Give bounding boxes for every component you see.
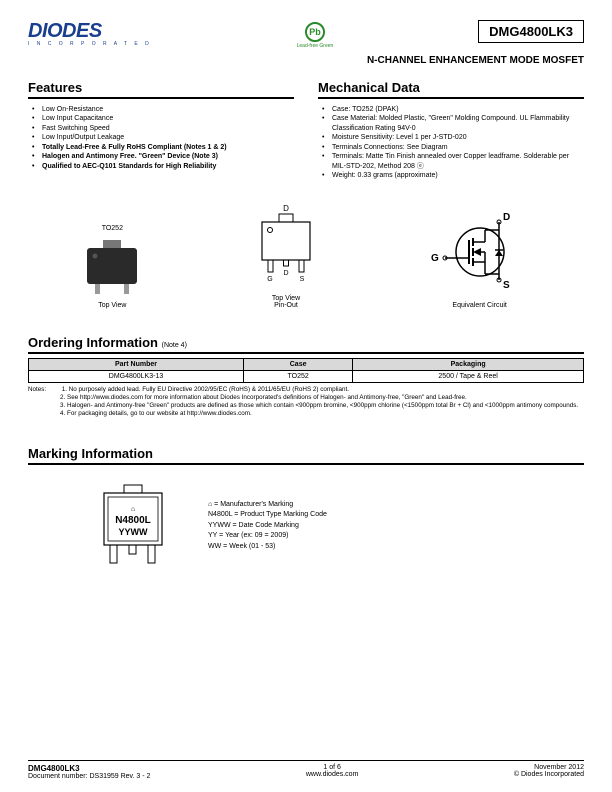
- list-item: Low Input/Output Leakage: [30, 133, 294, 142]
- svg-text:D: D: [283, 270, 288, 277]
- pin-d-label: D: [283, 204, 289, 213]
- list-item: Case Material: Molded Plastic, "Green" M…: [320, 114, 584, 133]
- svg-text:S: S: [300, 276, 305, 283]
- marking-chip-icon: ⌂ N4800L YYWW: [88, 481, 178, 571]
- legend-line: YY = Year (ex: 09 = 2009): [208, 531, 327, 542]
- footer-doc: Document number: DS31959 Rev. 3 - 2: [28, 773, 150, 780]
- package-icon: [77, 238, 147, 296]
- note-line: 4. For packaging details, go to our webs…: [28, 410, 584, 418]
- page-subtitle: N-CHANNEL ENHANCEMENT MODE MOSFET: [28, 55, 584, 66]
- logo-subtext: I N C O R P O R A T E D: [28, 41, 152, 47]
- svg-text:⌂: ⌂: [131, 506, 135, 513]
- footer-site: www.diodes.com: [306, 771, 359, 778]
- pb-icon: Pb: [305, 22, 325, 42]
- circuit-label: Equivalent Circuit: [452, 302, 506, 309]
- package-label-top: TO252: [102, 225, 123, 232]
- table-row: DMG4800LK3-13 TO252 2500 / Tape & Reel: [29, 370, 584, 382]
- note-line: 2. See http://www.diodes.com for more in…: [28, 394, 584, 402]
- col-part: Part Number: [29, 358, 244, 370]
- list-item: Halogen and Antimony Free. "Green" Devic…: [30, 152, 294, 161]
- features-section: Features Low On-ResistanceLow Input Capa…: [28, 80, 294, 181]
- cell-case: TO252: [244, 370, 353, 382]
- col-pack: Packaging: [353, 358, 584, 370]
- footer-part: DMG4800LK3: [28, 764, 150, 773]
- part-number-box: DMG4800LK3: [478, 20, 584, 43]
- list-item: Totally Lead-Free & Fully RoHS Compliant…: [30, 143, 294, 152]
- pb-label: Lead-free Green: [297, 43, 334, 49]
- ordering-table: Part Number Case Packaging DMG4800LK3-13…: [28, 358, 584, 383]
- note-line: 1. No purposely added lead. Fully EU Dir…: [62, 386, 349, 393]
- list-item: Fast Switching Speed: [30, 124, 294, 133]
- legend-line: ⌂ = Manufacturer's Marking: [208, 500, 327, 511]
- mechanical-list: Case: TO252 (DPAK)Case Material: Molded …: [318, 105, 584, 181]
- marking-title: Marking Information: [28, 446, 584, 465]
- list-item: Low On-Resistance: [30, 105, 294, 114]
- list-item: Weight: 0.33 grams (approximate): [320, 171, 584, 180]
- cell-part: DMG4800LK3-13: [29, 370, 244, 382]
- pinout-icon: D G D S: [246, 203, 326, 289]
- col-case: Case: [244, 358, 353, 370]
- list-item: Case: TO252 (DPAK): [320, 105, 584, 114]
- list-item: Terminals Connections: See Diagram: [320, 143, 584, 152]
- svg-text:G: G: [267, 276, 272, 283]
- marking-legend: ⌂ = Manufacturer's MarkingN4800L = Produ…: [208, 500, 327, 553]
- notes-label: Notes:: [28, 386, 60, 394]
- ordering-title-text: Ordering Information: [28, 335, 158, 350]
- diagrams-row: TO252 Top View D G D S Top View Pin-Out: [28, 203, 584, 309]
- svg-text:YYWW: YYWW: [119, 527, 149, 537]
- pinout-label: Top View Pin-Out: [272, 295, 300, 309]
- pinout-diagram: D G D S Top View Pin-Out: [246, 203, 326, 309]
- features-title: Features: [28, 80, 294, 99]
- ordering-title: Ordering Information (Note 4): [28, 335, 584, 354]
- footer-page: 1 of 6: [306, 764, 359, 771]
- features-list: Low On-ResistanceLow Input CapacitanceFa…: [28, 105, 294, 171]
- mechanical-title: Mechanical Data: [318, 80, 584, 99]
- leadfree-badge: Pb Lead-free Green: [297, 22, 334, 49]
- circuit-icon: D G S: [425, 210, 535, 296]
- svg-text:D: D: [503, 212, 510, 223]
- note-line: 3. Halogen- and Antimony-free "Green" pr…: [28, 402, 584, 410]
- legend-line: WW = Week (01 - 53): [208, 542, 327, 553]
- svg-text:N4800L: N4800L: [115, 515, 151, 526]
- list-item: Qualified to AEC-Q101 Standards for High…: [30, 162, 294, 171]
- list-item: Terminals: Matte Tin Finish annealed ove…: [320, 152, 584, 171]
- logo-text: DIODES: [28, 20, 152, 43]
- ordering-note-inline: (Note 4): [162, 342, 187, 349]
- svg-text:G: G: [431, 253, 439, 264]
- footer-copyright: © Diodes Incorporated: [514, 771, 584, 778]
- footer-date: November 2012: [514, 764, 584, 771]
- mechanical-section: Mechanical Data Case: TO252 (DPAK)Case M…: [318, 80, 584, 181]
- marking-section: Marking Information ⌂ N4800L YYWW ⌂ = Ma…: [28, 446, 584, 571]
- list-item: Low Input Capacitance: [30, 114, 294, 123]
- legend-line: YYWW = Date Code Marking: [208, 521, 327, 532]
- list-item: Moisture Sensitivity: Level 1 per J-STD-…: [320, 133, 584, 142]
- cell-pack: 2500 / Tape & Reel: [353, 370, 584, 382]
- package-diagram: TO252 Top View: [77, 225, 147, 309]
- ordering-section: Ordering Information (Note 4) Part Numbe…: [28, 335, 584, 419]
- svg-text:S: S: [503, 280, 510, 291]
- legend-line: N4800L = Product Type Marking Code: [208, 510, 327, 521]
- company-logo: DIODES I N C O R P O R A T E D: [28, 20, 152, 47]
- circuit-diagram: D G S Equivalent Circuit: [425, 210, 535, 309]
- page-footer: DMG4800LK3 Document number: DS31959 Rev.…: [28, 760, 584, 780]
- ordering-notes: Notes: 1. No purposely added lead. Fully…: [28, 386, 584, 419]
- package-label-bot: Top View: [98, 302, 126, 309]
